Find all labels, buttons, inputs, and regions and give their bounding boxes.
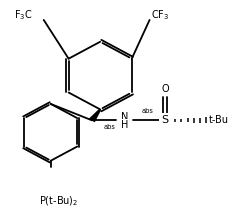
Text: abs: abs — [104, 124, 116, 130]
Text: S: S — [161, 115, 169, 125]
Text: abs: abs — [141, 108, 153, 114]
Text: N: N — [121, 112, 129, 122]
Text: F$_3$C: F$_3$C — [14, 9, 33, 23]
Text: O: O — [161, 84, 169, 94]
Text: t-Bu: t-Bu — [208, 115, 228, 125]
Text: P(t-Bu)$_2$: P(t-Bu)$_2$ — [39, 194, 79, 208]
Text: CF$_3$: CF$_3$ — [151, 9, 169, 23]
Text: H: H — [121, 120, 129, 130]
Polygon shape — [89, 109, 101, 122]
